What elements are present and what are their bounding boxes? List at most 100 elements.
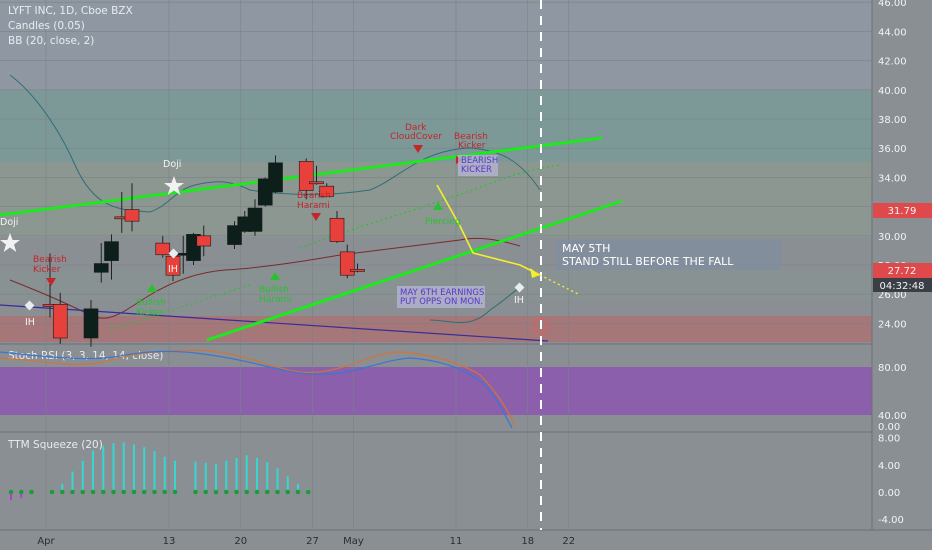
time-tick-label: 20 xyxy=(234,536,247,547)
candle[interactable] xyxy=(319,183,335,197)
stoch-rsi-title: Stoch RSI (3, 3, 14, 14, close) xyxy=(8,350,163,362)
candle-body xyxy=(155,242,171,256)
bearish-kicker-label-1: Bearish Kicker xyxy=(33,255,67,275)
ttm-dot xyxy=(172,489,178,495)
price-tick-label: 34.00 xyxy=(878,173,907,184)
bb-lower-line xyxy=(429,287,521,323)
kicker-box xyxy=(458,155,498,176)
indicator-bb: BB (20, close, 2) xyxy=(8,35,94,47)
ann-line: Harami xyxy=(259,295,292,305)
note-earnings-group: MAY 6TH EARNINGS PUT OPPS ON MON. xyxy=(397,286,485,308)
bearish-kicker-1: Bearish Kicker xyxy=(33,255,67,286)
ttm-dot xyxy=(193,489,198,495)
candle[interactable] xyxy=(268,155,283,194)
price-tick-label: 40.00 xyxy=(878,86,907,97)
countdown-badge xyxy=(873,278,932,292)
last-price-badge xyxy=(873,263,932,278)
note-main-group: MAY 5TH STAND STILL BEFORE THE FALL xyxy=(556,240,781,270)
time-tick-label: May xyxy=(343,536,364,547)
ann-line: BEARISH xyxy=(461,156,498,166)
candle-body xyxy=(309,181,324,185)
diamond-icon xyxy=(168,248,179,259)
candle-body xyxy=(247,207,263,232)
countdown-label: 04:32:48 xyxy=(880,281,925,292)
candle-body xyxy=(52,304,68,339)
diamond-icon xyxy=(514,282,525,293)
ann-line: Harami xyxy=(297,201,330,211)
ttm-dot xyxy=(121,489,127,495)
star-icon xyxy=(0,233,20,252)
ann-line: Kicker xyxy=(458,141,486,151)
time-tick-label: 13 xyxy=(163,536,176,547)
candle[interactable] xyxy=(124,183,140,232)
ann-line: KICKER xyxy=(461,165,492,175)
ttm-title: TTM Squeeze (20) xyxy=(7,439,103,451)
time-tick-label: 22 xyxy=(562,536,575,547)
candle-body xyxy=(93,263,109,273)
bullish-label-1: Bullish Kicker xyxy=(136,298,166,318)
ann-line: Bearish xyxy=(454,132,488,142)
candle[interactable] xyxy=(247,199,263,236)
ann-line: STAND STILL BEFORE THE FALL xyxy=(562,255,734,268)
bullish-label-2: Bullish Harami xyxy=(259,285,292,305)
ann-line: Dark xyxy=(405,123,427,133)
ttm-dot xyxy=(213,489,219,495)
stoch-d-line xyxy=(0,350,513,429)
time-tick-label: 18 xyxy=(521,536,534,547)
ttm-dot xyxy=(223,489,229,495)
doji-label-2: Doji xyxy=(163,159,181,170)
ttm-dot xyxy=(285,489,291,495)
candle[interactable] xyxy=(52,292,68,344)
ttm-dot xyxy=(162,489,168,495)
price-tick-label: 26.00 xyxy=(878,290,907,301)
candle[interactable] xyxy=(196,225,212,257)
ttm-tick-label: -4.00 xyxy=(878,515,904,526)
note-main-box xyxy=(556,240,781,270)
candle[interactable] xyxy=(350,263,365,273)
arrow-up-icon xyxy=(270,272,280,280)
doji-1-group: Doji xyxy=(0,217,20,252)
ann-line: MAY 6TH EARNINGS xyxy=(400,288,484,298)
time-axis: Apr 13 20 27 May 11 18 22 xyxy=(37,536,575,547)
candle[interactable] xyxy=(329,210,345,244)
bearish-kicker-2: Bearish Kicker BEARISH KICKER xyxy=(454,132,498,176)
ttm-dot xyxy=(305,489,311,495)
ttm-dot xyxy=(70,489,75,495)
ttm-tick-label: 0.00 xyxy=(878,488,900,499)
candle-body xyxy=(104,241,119,261)
ttm-dot xyxy=(244,489,250,495)
ttm-dot xyxy=(254,489,260,495)
arrow-down-icon xyxy=(311,213,321,221)
ttm-dot xyxy=(49,489,55,495)
note-main-label: MAY 5TH STAND STILL BEFORE THE FALL xyxy=(562,242,734,268)
ttm-dot xyxy=(234,489,239,495)
candle-body xyxy=(196,235,212,247)
candle[interactable] xyxy=(155,235,171,258)
ann-line: Bearish xyxy=(297,191,331,201)
bearish-kicker-label-2: Bearish Kicker xyxy=(454,132,488,151)
ann-line: Kicker xyxy=(136,308,164,318)
chart-header: LYFT INC, 1D, Cboe BZX Candles (0.05) BB… xyxy=(8,5,133,47)
ttm-dot xyxy=(59,489,65,495)
candle[interactable] xyxy=(104,234,119,280)
bearish-kicker-box-label: BEARISH KICKER xyxy=(461,156,498,175)
candle[interactable] xyxy=(309,165,324,185)
ttm-dot xyxy=(90,489,96,495)
dark-cloud-label: Dark CloudCover xyxy=(390,123,442,142)
ttm-tick-label: 4.00 xyxy=(878,461,900,472)
bullish-annotations: Bullish Kicker Bullish Harami Piercing xyxy=(136,202,461,318)
price-tick-label: 30.00 xyxy=(878,232,907,243)
doji-label-1: Doji xyxy=(0,217,18,228)
ttm-dot xyxy=(18,489,24,495)
ih-label-1: IH xyxy=(25,317,35,328)
ttm-dot xyxy=(264,489,270,495)
candle[interactable] xyxy=(93,243,109,283)
projection-yellow-line xyxy=(436,184,541,276)
last-price-label: 27.72 xyxy=(888,266,917,277)
zone-teal xyxy=(0,90,872,162)
candle[interactable] xyxy=(83,300,99,347)
candle-body xyxy=(298,161,314,191)
level-price-label: 31.79 xyxy=(888,206,917,217)
ttm-dot xyxy=(100,489,106,495)
